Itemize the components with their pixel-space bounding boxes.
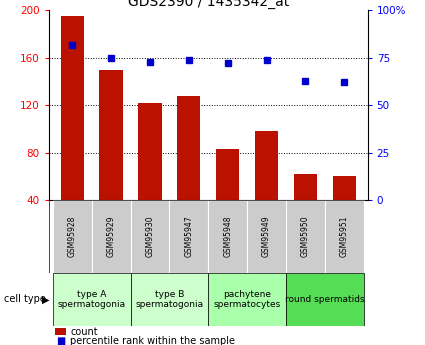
Text: GSM95950: GSM95950	[301, 216, 310, 257]
Text: type A
spermatogonia: type A spermatogonia	[57, 289, 126, 309]
Bar	[286, 200, 325, 273]
Bar	[255, 131, 278, 248]
Text: ■: ■	[56, 336, 65, 345]
Bar	[92, 200, 130, 273]
Bar	[130, 273, 208, 326]
Bar	[53, 200, 92, 273]
Bar	[60, 16, 84, 248]
Text: GSM95928: GSM95928	[68, 216, 76, 257]
Bar	[208, 273, 286, 326]
Bar	[170, 200, 208, 273]
Bar	[208, 200, 247, 273]
Bar	[138, 103, 162, 248]
Text: count: count	[70, 327, 98, 336]
Bar	[325, 200, 364, 273]
Text: GSM95949: GSM95949	[262, 216, 271, 257]
Bar	[99, 70, 123, 248]
Text: percentile rank within the sample: percentile rank within the sample	[70, 336, 235, 345]
Text: type B
spermatogonia: type B spermatogonia	[135, 289, 204, 309]
Text: cell type: cell type	[4, 294, 46, 304]
Bar	[130, 200, 170, 273]
Text: GSM95929: GSM95929	[107, 216, 116, 257]
Text: GSM95948: GSM95948	[223, 216, 232, 257]
Text: ▶: ▶	[42, 294, 49, 304]
Bar	[216, 149, 239, 248]
Bar	[286, 273, 364, 326]
Bar	[177, 96, 201, 248]
Bar	[333, 176, 356, 248]
Text: GSM95951: GSM95951	[340, 216, 349, 257]
Text: GSM95930: GSM95930	[145, 216, 154, 257]
Bar	[294, 174, 317, 248]
Text: round spermatids: round spermatids	[285, 295, 365, 304]
Text: pachytene
spermatocytes: pachytene spermatocytes	[213, 289, 281, 309]
Bar	[53, 273, 130, 326]
Text: GSM95947: GSM95947	[184, 216, 193, 257]
Title: GDS2390 / 1435342_at: GDS2390 / 1435342_at	[128, 0, 289, 9]
Bar	[247, 200, 286, 273]
